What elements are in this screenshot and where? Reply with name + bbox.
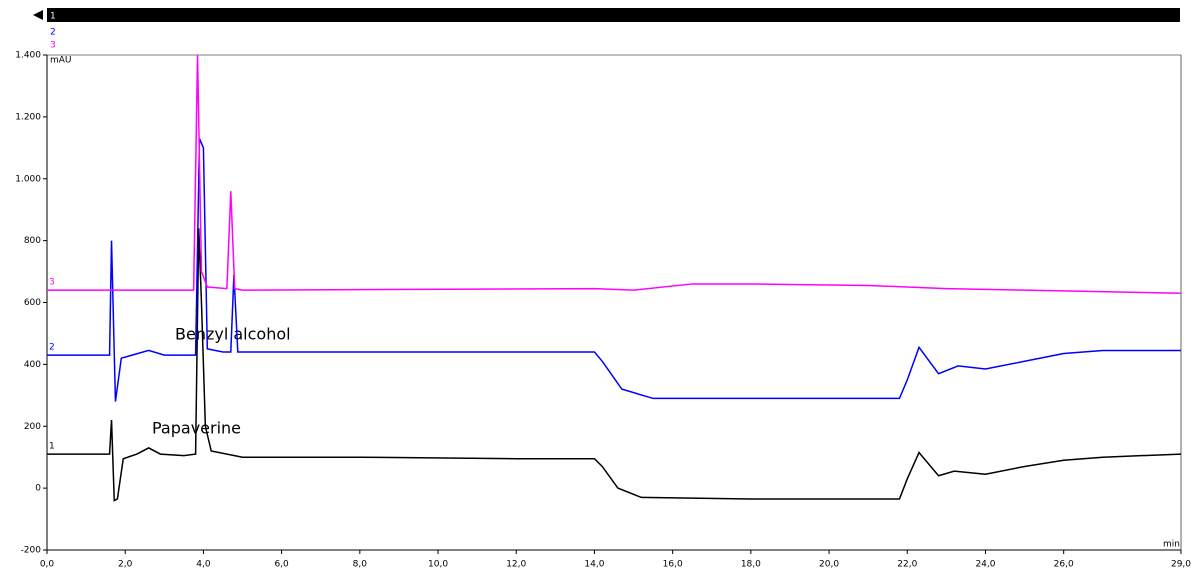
y-tick-label: 200 [24,422,41,432]
y-tick-label: 800 [24,236,41,246]
trace [47,138,1181,402]
y-tick-label: 0 [35,484,41,494]
y-tick-label: 600 [24,298,41,308]
x-tick-label: 12,0 [506,560,526,570]
x-tick-label: 8,0 [353,560,368,570]
x-tick-label: 6,0 [274,560,289,570]
x-tick-label: 26,0 [1054,560,1074,570]
trace-label: 3 [49,278,55,288]
x-tick-label: 14,0 [584,560,604,570]
trace [47,54,1182,294]
legend-arrow [33,10,43,20]
x-tick-label: 10,0 [428,560,448,570]
trace [47,228,1182,502]
legend-entry: 1 [50,12,56,22]
x-tick-label: 4,0 [196,560,211,570]
annotation: Benzyl alcohol [175,325,291,344]
x-tick-label: 20,0 [819,560,839,570]
legend-entry: 2 [50,28,56,38]
y-tick-label: -200 [21,546,42,556]
x-tick-label: 22,0 [897,560,917,570]
y-tick-label: 1.400 [15,51,41,61]
trace-label: 2 [49,343,55,353]
x-tick-label: 24,0 [975,560,995,570]
y-tick-label: 1.000 [15,174,41,184]
x-tick-label: 16,0 [663,560,683,570]
y-tick-label: 400 [24,360,41,370]
x-tick-label: 18,0 [741,560,761,570]
legend-bar [47,8,1180,22]
y-axis-label: mAU [50,56,72,66]
y-tick-label: 1.200 [15,112,41,122]
x-tick-label: 0,0 [40,560,55,570]
x-tick-label: 29,0 [1171,560,1191,570]
legend-entry: 3 [50,41,56,51]
trace-label: 1 [49,442,55,452]
x-tick-label: 2,0 [118,560,133,570]
x-axis-label: min [1163,540,1180,550]
